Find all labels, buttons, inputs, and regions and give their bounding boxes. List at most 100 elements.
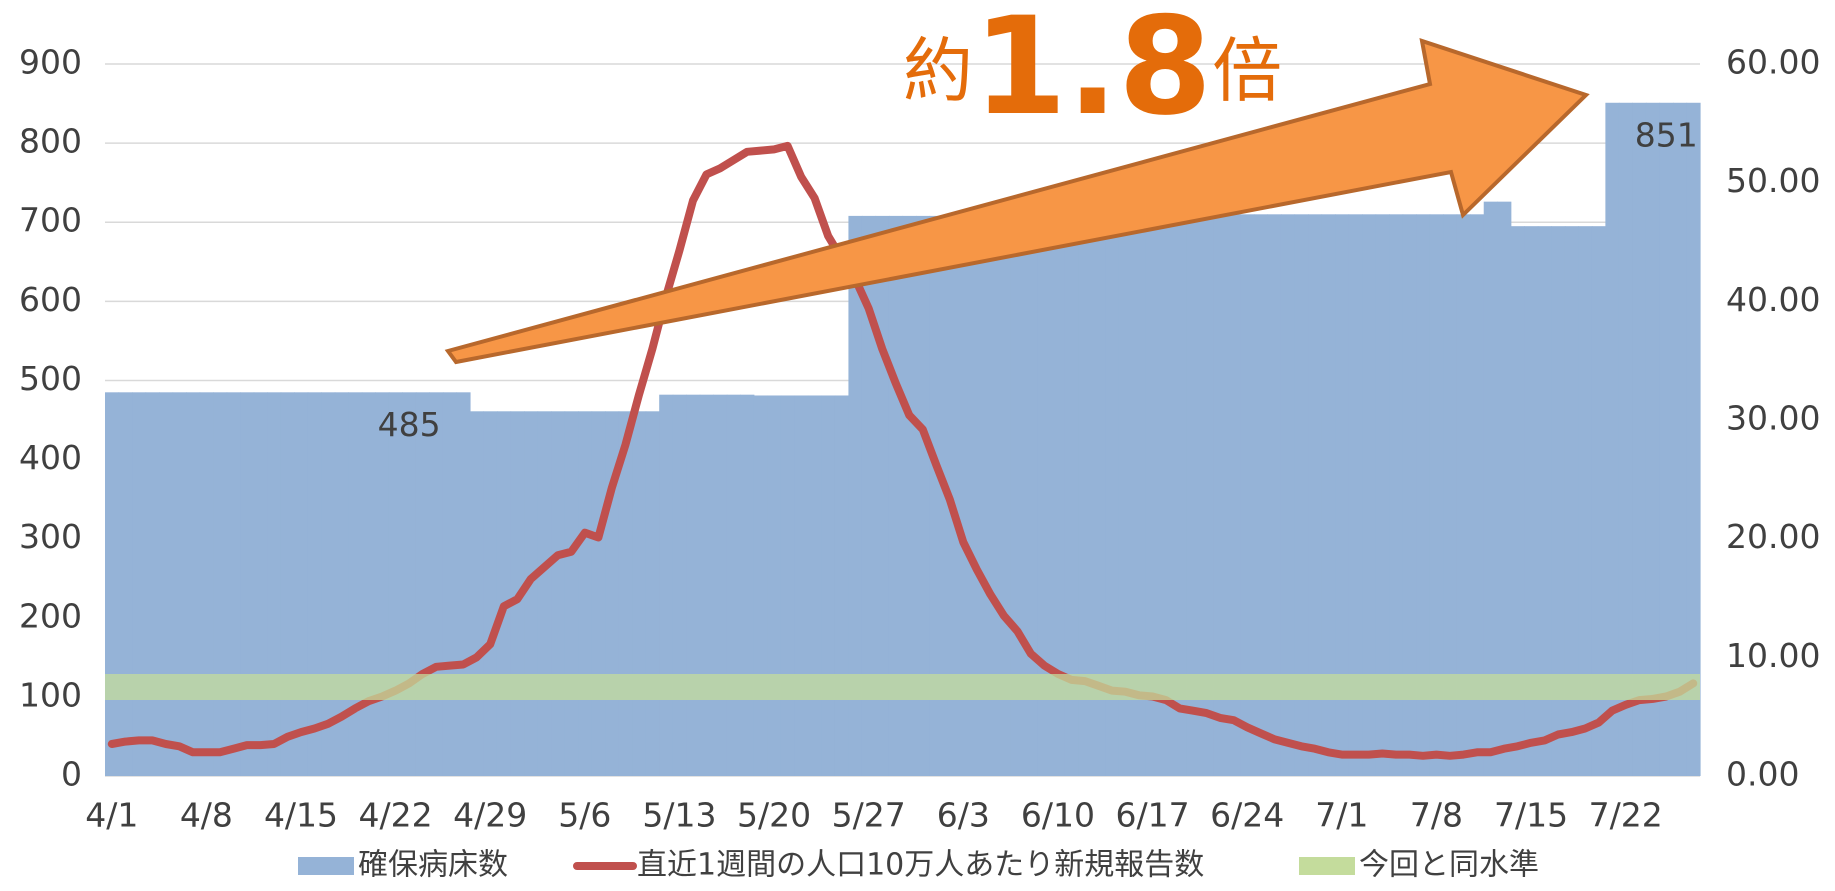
bar — [524, 411, 539, 776]
y-tick-label: 800 — [19, 122, 82, 161]
bar — [537, 411, 552, 776]
bar — [929, 215, 944, 777]
bar — [159, 392, 174, 776]
x-tick-label: 5/27 — [832, 796, 906, 835]
y2-tick-label: 60.00 — [1726, 43, 1820, 82]
bar — [186, 392, 201, 776]
x-tick-label: 6/10 — [1021, 796, 1095, 835]
bar — [726, 394, 741, 776]
bar — [1591, 226, 1606, 776]
x-tick-label: 6/17 — [1116, 796, 1190, 835]
x-tick-label: 5/6 — [558, 796, 611, 835]
arrow — [444, 38, 1590, 365]
annotation: 約1.8倍 — [903, 0, 1282, 145]
bar — [429, 392, 444, 776]
legend-swatch — [298, 857, 354, 875]
bar — [1524, 226, 1539, 776]
bar — [1389, 214, 1404, 777]
bar — [848, 215, 863, 777]
y2-tick-label: 10.00 — [1726, 636, 1820, 675]
x-tick-label: 4/15 — [264, 796, 338, 835]
bar — [1186, 215, 1201, 777]
bar — [632, 411, 647, 776]
bar — [1605, 102, 1620, 776]
bar — [280, 392, 295, 776]
bar — [564, 411, 579, 776]
bar — [1362, 214, 1377, 777]
legend-swatch — [1299, 857, 1355, 875]
bar — [1510, 226, 1525, 776]
bar — [956, 215, 971, 777]
y-tick-label: 200 — [19, 596, 82, 635]
bar — [1226, 214, 1242, 777]
bar — [1064, 215, 1079, 777]
bar — [375, 392, 390, 776]
bar — [199, 392, 214, 776]
bar — [307, 392, 322, 776]
bar — [686, 394, 701, 776]
bar — [1213, 214, 1228, 777]
bar — [415, 392, 431, 776]
bar — [1578, 226, 1593, 776]
bar — [483, 411, 498, 776]
bar — [1199, 215, 1214, 777]
bar — [1105, 215, 1120, 777]
bar — [578, 411, 593, 776]
bar — [1159, 215, 1174, 777]
annotation-value: 1.8 — [973, 0, 1212, 145]
bar — [1686, 102, 1701, 776]
bar — [1618, 102, 1634, 776]
bar — [1078, 215, 1093, 777]
bar — [591, 411, 606, 776]
bar — [1551, 226, 1566, 776]
bar — [1537, 226, 1552, 776]
bar — [1172, 215, 1187, 777]
bar — [1037, 215, 1052, 777]
bar — [888, 215, 904, 777]
bar — [1429, 214, 1444, 777]
x-tick-label: 4/22 — [359, 796, 433, 835]
bar — [1267, 214, 1282, 777]
x-tick-label: 6/24 — [1210, 796, 1284, 835]
bar — [713, 394, 728, 776]
bar — [699, 394, 714, 776]
bar — [496, 411, 512, 776]
x-tick-label: 4/29 — [453, 796, 527, 835]
y2-tick-label: 30.00 — [1726, 399, 1820, 438]
bar — [1091, 215, 1106, 777]
bar — [916, 215, 931, 777]
y-tick-label: 500 — [19, 359, 82, 398]
x-tick-label: 7/1 — [1315, 796, 1368, 835]
bar — [1470, 214, 1485, 777]
bar — [1645, 102, 1661, 776]
bar — [902, 215, 917, 777]
annotation-suffix: 倍 — [1212, 30, 1282, 112]
bar — [983, 215, 998, 777]
bar — [1456, 214, 1471, 777]
annotation-prefix: 約 — [903, 30, 973, 112]
y2-tick-label: 0.00 — [1726, 755, 1799, 794]
bar — [1132, 215, 1147, 777]
y-tick-label: 600 — [19, 280, 82, 319]
bar — [645, 411, 660, 776]
bar — [1335, 214, 1350, 777]
bar — [240, 392, 255, 776]
bar — [821, 395, 836, 776]
bar — [361, 392, 376, 776]
bar — [1443, 214, 1458, 777]
data-label: 485 — [378, 405, 441, 444]
bar — [1416, 214, 1431, 777]
bar — [659, 394, 674, 776]
bar — [1632, 102, 1647, 776]
x-tick-label: 4/8 — [180, 796, 233, 835]
bar — [807, 395, 822, 776]
bar — [740, 394, 755, 776]
axes: 0 100 200 300 400 500 600 700 800 900 0.00 10.00 20.… — [19, 43, 1820, 835]
legend: 確保病床数 直近1週間の人口10万人あたり新規報告数 今回と同水準 — [298, 848, 1539, 883]
bar — [442, 392, 458, 776]
bar — [997, 215, 1012, 777]
x-tick-label: 5/13 — [642, 796, 716, 835]
bar — [551, 411, 566, 776]
bar — [253, 392, 268, 776]
